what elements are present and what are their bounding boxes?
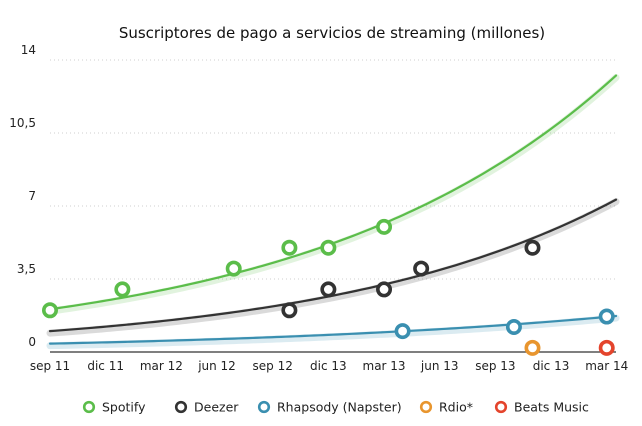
y-tick-label: 14 xyxy=(21,43,36,57)
x-tick-label: dic 13 xyxy=(310,359,347,373)
data-point-spotify xyxy=(281,239,298,256)
y-axis: 0 3,5 7 10,5 14 xyxy=(9,43,36,349)
data-point-deezer xyxy=(376,281,393,298)
data-point-deezer xyxy=(281,302,298,319)
chart-grid xyxy=(50,59,616,353)
legend-label: Spotify xyxy=(102,400,146,415)
x-tick-label: mar 12 xyxy=(140,359,183,373)
trend-glow-0 xyxy=(46,74,620,315)
x-tick-label: mar 13 xyxy=(363,359,406,373)
data-point-deezer xyxy=(524,239,541,256)
legend-marker-deezer xyxy=(174,400,188,414)
trend-line-spotify xyxy=(48,74,618,311)
trend-line-deezer xyxy=(48,198,618,333)
data-point-rhapsody-napster xyxy=(394,323,411,340)
data-point-beats-music xyxy=(598,339,615,356)
trend-line-rhapsody-napster- xyxy=(48,314,618,345)
x-tick-label: dic 11 xyxy=(87,359,124,373)
chart-title: Suscriptores de pago a servicios de stre… xyxy=(119,24,545,42)
y-tick-label: 7 xyxy=(28,189,36,203)
x-tick-label: jun 13 xyxy=(420,359,459,373)
trend-glow-1 xyxy=(46,198,620,337)
legend-marker-spotify xyxy=(82,400,96,414)
data-point-rhapsody-napster xyxy=(505,318,522,335)
x-tick-label: dic 13 xyxy=(533,359,570,373)
data-point-spotify xyxy=(225,260,242,277)
data-point-spotify xyxy=(376,218,393,235)
legend-marker-beats-music xyxy=(494,400,508,414)
legend-label: Deezer xyxy=(194,400,239,415)
data-point-spotify xyxy=(41,302,58,319)
x-tick-label: jun 12 xyxy=(197,359,236,373)
legend: Spotify Deezer Rhapsody (Napster) Rdio* Beat… xyxy=(82,400,589,415)
y-tick-label: 0 xyxy=(28,335,36,349)
x-tick-label: sep 11 xyxy=(30,359,70,373)
data-point-spotify xyxy=(114,281,131,298)
data-point-deezer xyxy=(413,260,430,277)
legend-item-deezer: Deezer xyxy=(174,400,239,415)
legend-item-rdio: Rdio* xyxy=(419,400,473,415)
x-tick-label: sep 13 xyxy=(475,359,515,373)
legend-label: Rdio* xyxy=(439,400,473,415)
y-tick-label: 3,5 xyxy=(17,262,36,276)
legend-item-spotify: Spotify xyxy=(82,400,146,415)
data-point-deezer xyxy=(320,281,337,298)
trend-lines xyxy=(46,74,620,350)
y-tick-label: 10,5 xyxy=(9,116,36,130)
data-point-spotify xyxy=(320,239,337,256)
legend-item-rhapsody-napster: Rhapsody (Napster) xyxy=(257,400,402,415)
legend-marker-rdio xyxy=(419,400,433,414)
x-tick-label: mar 14 xyxy=(585,359,628,373)
data-points xyxy=(41,218,615,356)
data-point-rhapsody-napster xyxy=(598,308,615,325)
legend-label: Beats Music xyxy=(514,400,589,415)
x-tick-label: sep 12 xyxy=(253,359,293,373)
legend-marker-rhapsody-napster xyxy=(257,400,271,414)
legend-label: Rhapsody (Napster) xyxy=(277,400,402,415)
x-axis: sep 11 dic 11 mar 12 jun 12 sep 12 dic 13 mar … xyxy=(30,359,628,373)
legend-item-beats-music: Beats Music xyxy=(494,400,589,415)
data-point-rdio xyxy=(524,339,541,356)
